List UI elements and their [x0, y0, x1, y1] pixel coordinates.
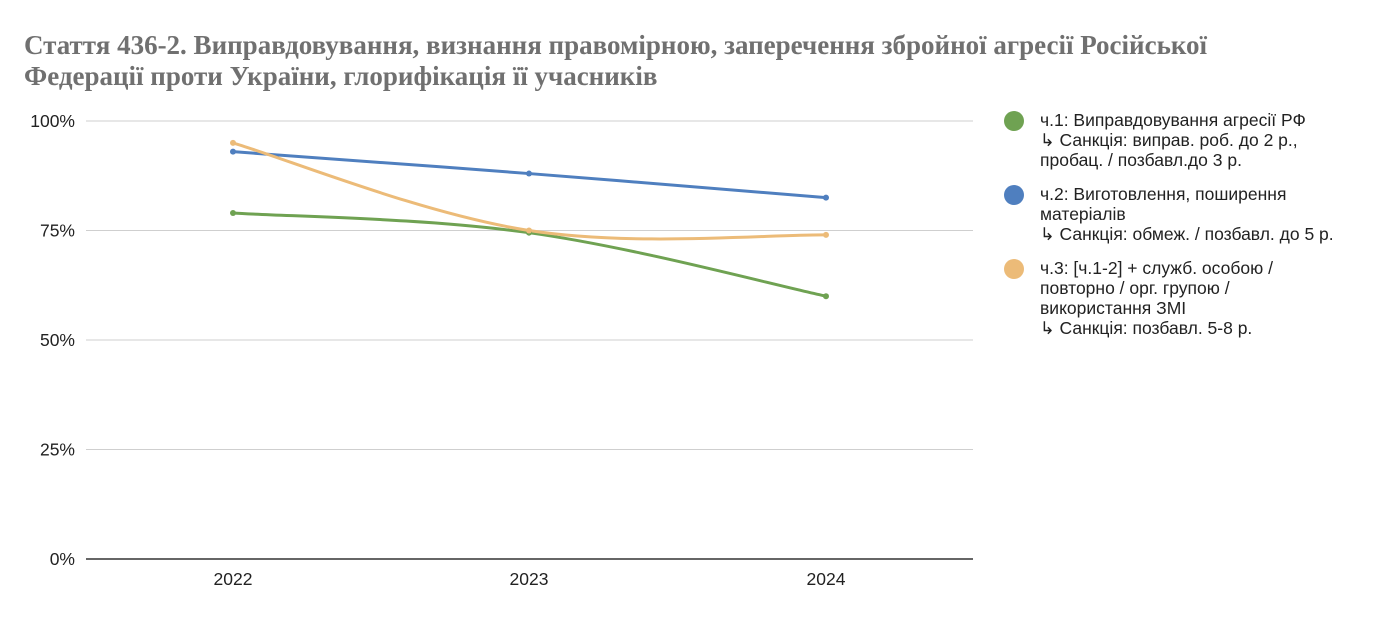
legend-text-line: ч.2: Виготовлення, поширення: [1040, 184, 1287, 204]
legend: ч.1: Виправдовування агресії РФ ↳ Санкція…: [1004, 110, 1394, 352]
legend-item-2: ч.2: Виготовлення, поширення матеріалів ↳ …: [1004, 184, 1394, 244]
legend-marker: [1004, 185, 1024, 205]
legend-text-line: повторно / орг. групою /: [1040, 278, 1230, 298]
legend-item-3: ч.3: [ч.1-2] + служб. особою / повторно /…: [1004, 258, 1394, 338]
gridlines: [86, 120, 973, 560]
chart-title-line-2: Федерації проти України, глорифікація її…: [24, 61, 658, 91]
legend-text-line: ч.1: Виправдовування агресії РФ: [1040, 110, 1306, 130]
legend-text-line: ↳ Санкція: виправ. роб. до 2 р.,: [1040, 130, 1298, 150]
legend-text-line: пробац. / позбавл.до 3 р.: [1040, 150, 1242, 170]
data-point: [526, 170, 532, 177]
data-point: [823, 194, 829, 201]
y-tick-label: 25%: [40, 440, 75, 460]
legend-text-line: використання ЗМІ: [1040, 298, 1187, 318]
legend-marker: [1004, 111, 1024, 131]
data-point: [823, 231, 829, 238]
data-points: [230, 139, 829, 300]
data-point: [230, 148, 236, 155]
chart-title-line-1: Стаття 436-2. Виправдовування, визнання …: [24, 30, 1208, 60]
legend-text-line: ч.3: [ч.1-2] + служб. особою /: [1040, 258, 1273, 278]
series-lines: [231, 141, 828, 298]
y-tick-label: 100%: [30, 111, 75, 131]
legend-marker: [1004, 259, 1024, 279]
legend-text-line: ↳ Санкція: позбавл. 5-8 р.: [1040, 318, 1253, 338]
y-tick-label: 50%: [40, 330, 75, 350]
y-tick-label: 0%: [50, 549, 75, 569]
y-tick-label: 75%: [40, 221, 75, 241]
legend-text-line: ↳ Санкція: обмеж. / позбавл. до 5 р.: [1040, 224, 1334, 244]
data-point: [230, 139, 236, 146]
legend-item-1: ч.1: Виправдовування агресії РФ ↳ Санкція…: [1004, 110, 1394, 170]
x-axis-tick-labels: 2022 2023 2024: [214, 569, 846, 589]
series-line-1: [231, 211, 828, 298]
data-point: [230, 209, 236, 216]
x-tick-label: 2023: [510, 569, 549, 589]
chart-title: Стаття 436-2. Виправдовування, визнання …: [24, 30, 1374, 92]
x-tick-label: 2024: [807, 569, 846, 589]
y-axis-tick-labels: 0% 25% 50% 75% 100%: [30, 111, 75, 569]
x-tick-label: 2022: [214, 569, 253, 589]
legend-text-line: матеріалів: [1040, 204, 1126, 224]
data-point: [823, 293, 829, 300]
data-point: [526, 227, 532, 234]
